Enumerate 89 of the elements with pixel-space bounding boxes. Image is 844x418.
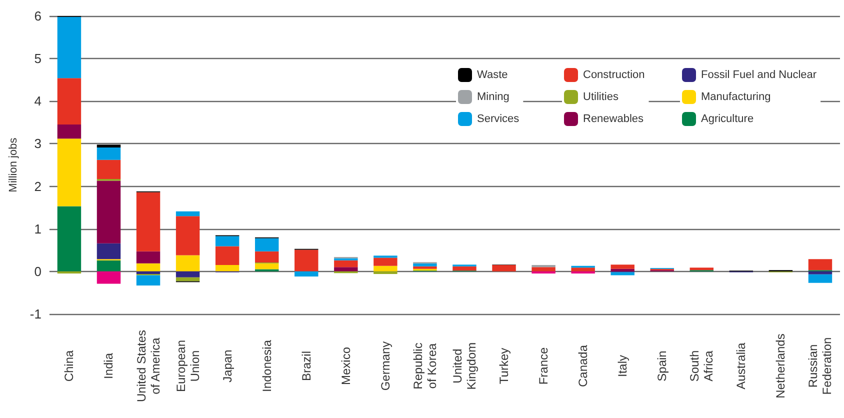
legend-label: Manufacturing	[701, 91, 771, 103]
y-tick-label: 4	[34, 94, 42, 109]
bar	[532, 271, 556, 274]
y-tick-label: 5	[34, 51, 42, 66]
y-tick-label: -1	[30, 306, 42, 322]
bar	[57, 78, 82, 125]
bar	[374, 258, 398, 266]
x-tick-label: France	[536, 347, 551, 385]
bar	[215, 265, 240, 272]
bar	[808, 271, 832, 274]
bar	[610, 264, 634, 269]
bar	[492, 265, 516, 272]
legend-label: Utilities	[583, 91, 619, 103]
legend-label: Agriculture	[701, 113, 754, 125]
bar	[176, 255, 200, 272]
bar	[96, 160, 121, 180]
bar	[57, 124, 82, 139]
bar	[294, 271, 318, 277]
legend-label: Fossil Fuel and Nuclear	[701, 69, 817, 81]
bar	[57, 138, 82, 206]
bar	[334, 267, 358, 272]
bar	[215, 246, 240, 266]
x-tick-label: India	[102, 352, 116, 380]
bar	[255, 251, 279, 262]
bar	[96, 148, 121, 160]
y-tick-label: 3	[34, 136, 42, 152]
x-tick-label: Republic of Korea	[410, 342, 439, 390]
y-tick-label: 0	[34, 264, 42, 279]
bar	[808, 259, 832, 270]
bar	[96, 260, 121, 272]
x-tick-label: Germany	[378, 341, 392, 391]
x-tick-label: Australia	[734, 342, 748, 390]
y-tick-label: 2	[34, 178, 42, 194]
legend-label: Services	[477, 113, 520, 125]
bar	[96, 144, 121, 148]
bar	[176, 277, 200, 282]
bar	[690, 268, 714, 270]
bar	[413, 263, 437, 266]
legend-label: Waste	[477, 69, 508, 81]
bar	[136, 251, 160, 264]
x-tick-label: Canada	[576, 344, 590, 388]
legend-label: Renewables	[583, 113, 644, 125]
bar	[57, 271, 82, 274]
x-tick-label: European Union	[174, 340, 202, 392]
x-tick-label: South Africa	[688, 350, 716, 382]
bar	[610, 272, 634, 276]
bar	[136, 271, 160, 274]
y-tick-label: 1	[34, 221, 42, 236]
bar	[96, 243, 121, 260]
bar	[136, 192, 160, 252]
x-tick-label: Japan	[220, 350, 234, 382]
x-tick-label: United Kingdom	[450, 342, 478, 390]
bar	[374, 271, 398, 274]
x-tick-label: Mexico	[338, 346, 353, 386]
legend-label: Construction	[583, 69, 645, 81]
bar	[96, 271, 121, 284]
x-tick-label: Spain	[655, 350, 670, 382]
bar	[532, 267, 556, 272]
x-tick-label: Russian Federation	[806, 337, 834, 395]
bar	[452, 266, 476, 271]
x-tick-label: Brazil	[299, 350, 314, 382]
bar	[57, 206, 82, 272]
bar	[413, 266, 437, 269]
x-tick-label: Netherlands	[774, 334, 788, 398]
x-tick-label: Italy	[616, 354, 630, 378]
bar	[136, 275, 160, 286]
bar	[334, 260, 358, 268]
bar	[610, 268, 634, 272]
x-tick-label: United States of America	[134, 330, 162, 402]
bar	[808, 274, 832, 283]
bar	[255, 263, 279, 270]
x-tick-label: China	[62, 350, 76, 382]
bar	[215, 236, 240, 246]
bar	[176, 211, 200, 216]
x-tick-label: Turkey	[497, 348, 512, 384]
bar	[294, 250, 318, 272]
x-tick-label: Indonesia	[260, 340, 274, 392]
bar	[176, 216, 200, 256]
y-axis-title: Million jobs	[8, 137, 20, 192]
bar	[57, 16, 82, 78]
legend-label: Mining	[477, 91, 510, 103]
y-tick-label: 6	[34, 8, 42, 24]
bar	[571, 268, 595, 272]
bar	[255, 238, 279, 252]
bar	[136, 263, 160, 272]
bar	[374, 266, 398, 272]
bar	[96, 180, 121, 244]
bar	[571, 271, 595, 274]
bar	[176, 271, 200, 278]
